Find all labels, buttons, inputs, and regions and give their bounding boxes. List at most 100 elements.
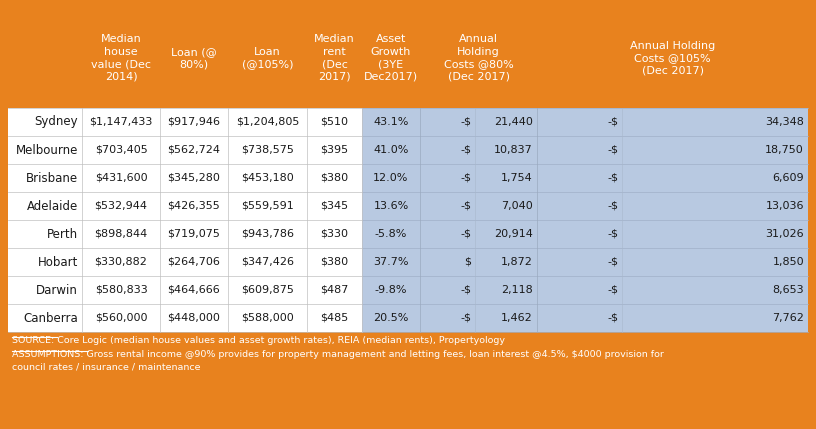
Text: -$: -$ — [460, 173, 471, 183]
Text: $898,844: $898,844 — [95, 229, 148, 239]
Text: -$: -$ — [607, 313, 618, 323]
Text: $703,405: $703,405 — [95, 145, 148, 155]
Text: $347,426: $347,426 — [241, 257, 294, 267]
Text: $448,000: $448,000 — [167, 313, 220, 323]
Text: 13.6%: 13.6% — [374, 201, 409, 211]
Text: Annual Holding
Costs @105%
(Dec 2017): Annual Holding Costs @105% (Dec 2017) — [630, 41, 715, 76]
Text: 7,762: 7,762 — [772, 313, 804, 323]
Text: $453,180: $453,180 — [241, 173, 294, 183]
Text: 1,872: 1,872 — [501, 257, 533, 267]
Text: 41.0%: 41.0% — [373, 145, 409, 155]
Text: $330: $330 — [321, 229, 348, 239]
Text: 13,036: 13,036 — [765, 201, 804, 211]
Text: $1,204,805: $1,204,805 — [236, 117, 299, 127]
Text: -$: -$ — [607, 145, 618, 155]
Text: Median
house
value (Dec
2014): Median house value (Dec 2014) — [91, 34, 151, 82]
Text: Canberra: Canberra — [23, 311, 78, 324]
Text: Median
rent
(Dec
2017): Median rent (Dec 2017) — [314, 34, 355, 82]
Text: 20.5%: 20.5% — [373, 313, 409, 323]
Text: Adelaide: Adelaide — [27, 199, 78, 212]
Text: $: $ — [464, 257, 471, 267]
Text: ASSUMPTIONS: Gross rental income @90% provides for property management and letti: ASSUMPTIONS: Gross rental income @90% pr… — [12, 350, 664, 359]
Text: council rates / insurance / maintenance: council rates / insurance / maintenance — [12, 363, 201, 372]
Text: -9.8%: -9.8% — [375, 285, 407, 295]
Text: $264,706: $264,706 — [167, 257, 220, 267]
Text: -$: -$ — [460, 145, 471, 155]
Text: -$: -$ — [460, 201, 471, 211]
Text: 20,914: 20,914 — [494, 229, 533, 239]
Text: 1,850: 1,850 — [773, 257, 804, 267]
Text: $580,833: $580,833 — [95, 285, 148, 295]
Text: $1,147,433: $1,147,433 — [89, 117, 153, 127]
Text: -$: -$ — [607, 229, 618, 239]
Text: $426,355: $426,355 — [167, 201, 220, 211]
Bar — [8, 164, 362, 192]
Text: -$: -$ — [607, 117, 618, 127]
Text: 1,754: 1,754 — [501, 173, 533, 183]
Text: $345: $345 — [321, 201, 348, 211]
Text: $464,666: $464,666 — [167, 285, 220, 295]
Text: $719,075: $719,075 — [167, 229, 220, 239]
Text: $560,000: $560,000 — [95, 313, 147, 323]
Text: -$: -$ — [460, 117, 471, 127]
Text: 2,118: 2,118 — [501, 285, 533, 295]
Text: $510: $510 — [321, 117, 348, 127]
Text: -5.8%: -5.8% — [375, 229, 407, 239]
Text: $738,575: $738,575 — [241, 145, 294, 155]
Text: 10,837: 10,837 — [494, 145, 533, 155]
Text: $345,280: $345,280 — [167, 173, 220, 183]
Text: $532,944: $532,944 — [95, 201, 148, 211]
Text: Melbourne: Melbourne — [16, 143, 78, 157]
Text: $380: $380 — [321, 257, 348, 267]
Bar — [8, 108, 362, 136]
Text: $943,786: $943,786 — [241, 229, 294, 239]
Text: Hobart: Hobart — [38, 256, 78, 269]
Bar — [8, 192, 362, 220]
Text: $485: $485 — [321, 313, 348, 323]
Text: Loan (@
80%): Loan (@ 80%) — [171, 47, 217, 69]
Bar — [8, 136, 362, 164]
Text: Brisbane: Brisbane — [26, 172, 78, 184]
Text: -$: -$ — [607, 285, 618, 295]
Bar — [362, 276, 808, 304]
Text: -$: -$ — [460, 229, 471, 239]
Text: Perth: Perth — [47, 227, 78, 241]
Text: $487: $487 — [321, 285, 348, 295]
Bar — [362, 192, 808, 220]
Text: Asset
Growth
(3YE
Dec2017): Asset Growth (3YE Dec2017) — [364, 34, 418, 82]
Bar — [8, 248, 362, 276]
Text: 31,026: 31,026 — [765, 229, 804, 239]
Text: 7,040: 7,040 — [501, 201, 533, 211]
Text: Loan
(@105%): Loan (@105%) — [242, 47, 293, 69]
Bar — [362, 136, 808, 164]
Text: 37.7%: 37.7% — [373, 257, 409, 267]
Bar — [362, 220, 808, 248]
Text: 1,462: 1,462 — [501, 313, 533, 323]
Text: $609,875: $609,875 — [241, 285, 294, 295]
Bar — [362, 108, 808, 136]
Text: -$: -$ — [607, 173, 618, 183]
Text: Sydney: Sydney — [34, 115, 78, 129]
Text: $588,000: $588,000 — [241, 313, 294, 323]
Text: 12.0%: 12.0% — [373, 173, 409, 183]
Text: 18,750: 18,750 — [765, 145, 804, 155]
Text: SOURCE: Core Logic (median house values and asset growth rates), REIA (median re: SOURCE: Core Logic (median house values … — [12, 336, 505, 345]
Text: $380: $380 — [321, 173, 348, 183]
Text: 6,609: 6,609 — [773, 173, 804, 183]
Bar — [8, 304, 362, 332]
Text: Annual
Holding
Costs @80%
(Dec 2017): Annual Holding Costs @80% (Dec 2017) — [444, 34, 513, 82]
Bar — [8, 220, 362, 248]
Bar — [362, 248, 808, 276]
Text: $562,724: $562,724 — [167, 145, 220, 155]
Text: 8,653: 8,653 — [773, 285, 804, 295]
Text: $917,946: $917,946 — [167, 117, 220, 127]
Text: -$: -$ — [460, 285, 471, 295]
Text: Darwin: Darwin — [36, 284, 78, 296]
Text: -$: -$ — [607, 201, 618, 211]
Text: 21,440: 21,440 — [494, 117, 533, 127]
Text: $330,882: $330,882 — [95, 257, 148, 267]
Bar — [8, 276, 362, 304]
Text: 34,348: 34,348 — [765, 117, 804, 127]
Text: -$: -$ — [460, 313, 471, 323]
Bar — [362, 164, 808, 192]
